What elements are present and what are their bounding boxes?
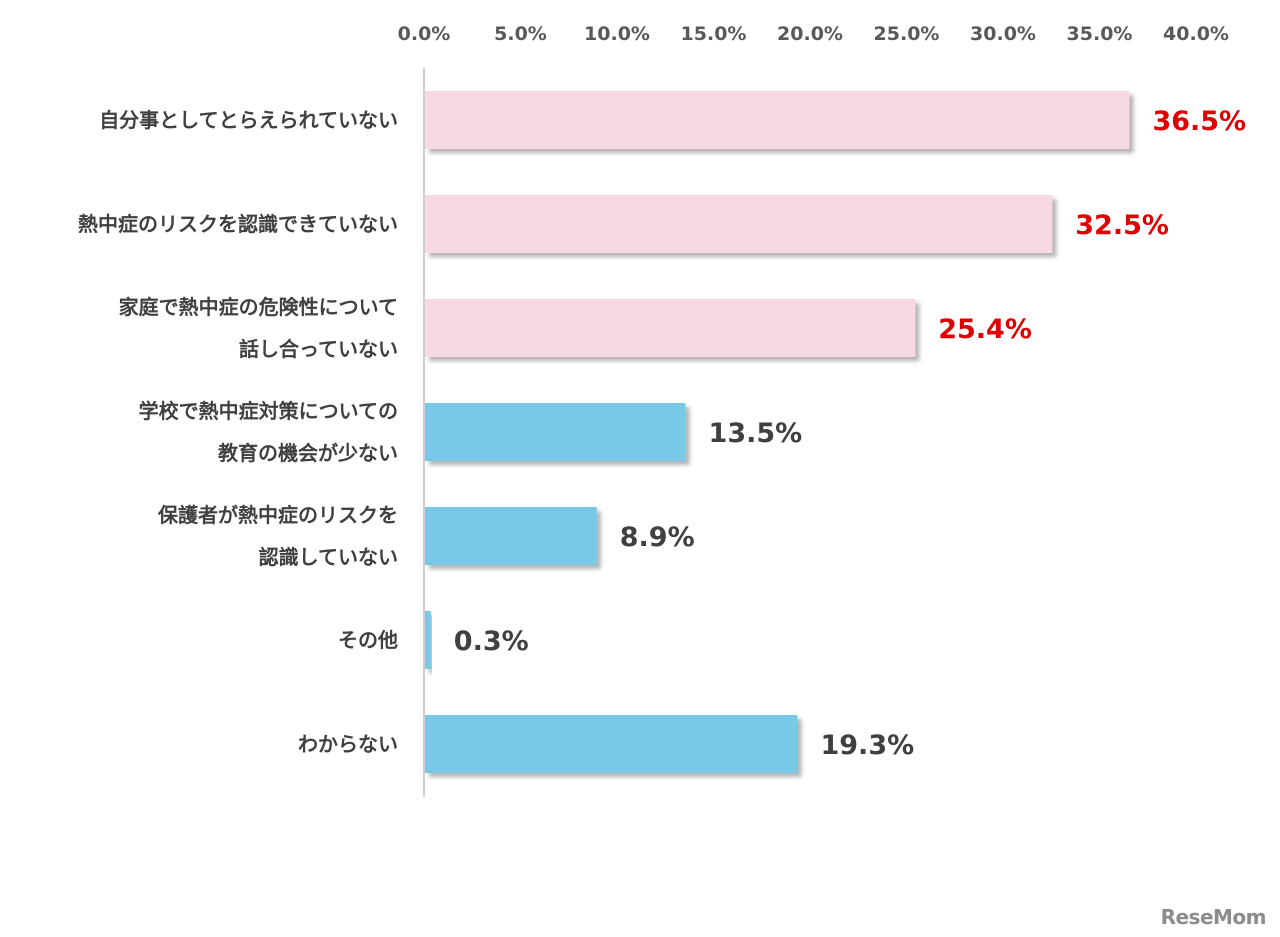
category-label: わからない <box>298 732 398 756</box>
value-label: 8.9% <box>620 522 695 553</box>
value-label: 32.5% <box>1075 210 1169 241</box>
x-tick-label: 40.0% <box>1163 23 1229 45</box>
value-label: 19.3% <box>820 730 914 761</box>
x-tick-label: 35.0% <box>1067 23 1133 45</box>
x-tick-label: 30.0% <box>970 23 1036 45</box>
bar <box>425 611 431 669</box>
value-label: 36.5% <box>1152 106 1246 137</box>
value-label: 13.5% <box>709 418 803 449</box>
x-tick-label: 15.0% <box>681 23 747 45</box>
x-tick-label: 10.0% <box>584 23 650 45</box>
category-label: 学校で熱中症対策についての教育の機会が少ない <box>139 399 398 465</box>
bars <box>425 91 1130 773</box>
x-tick-label: 0.0% <box>398 23 451 45</box>
resemom-logo: ReseMom <box>1160 905 1267 929</box>
category-label: 家庭で熱中症の危険性について話し合っていない <box>119 295 398 361</box>
x-axis-tick-labels: 0.0% 5.0% 10.0% 15.0% 20.0% 25.0% 30.0% 35.0% 40… <box>398 23 1229 45</box>
value-label: 0.3% <box>454 626 529 657</box>
category-label: 自分事としてとらえられていない <box>99 108 398 132</box>
bar <box>425 715 798 773</box>
bar <box>425 403 686 461</box>
value-label: 25.4% <box>938 314 1032 345</box>
category-label: 熱中症のリスクを認識できていない <box>78 212 398 236</box>
x-tick-label: 5.0% <box>494 23 547 45</box>
bar <box>425 299 916 357</box>
bar <box>425 507 597 565</box>
category-label: その他 <box>338 628 398 652</box>
value-labels: 36.5% 32.5% 25.4% 13.5% 8.9% 0.3% 19.3% <box>454 106 1246 761</box>
x-tick-label: 25.0% <box>874 23 940 45</box>
x-tick-label: 20.0% <box>777 23 843 45</box>
bar <box>425 91 1130 149</box>
bar <box>425 195 1053 253</box>
category-label: 保護者が熱中症のリスクを認識していない <box>157 503 398 569</box>
category-labels: 自分事としてとらえられていない熱中症のリスクを認識できていない家庭で熱中症の危険… <box>78 108 398 756</box>
